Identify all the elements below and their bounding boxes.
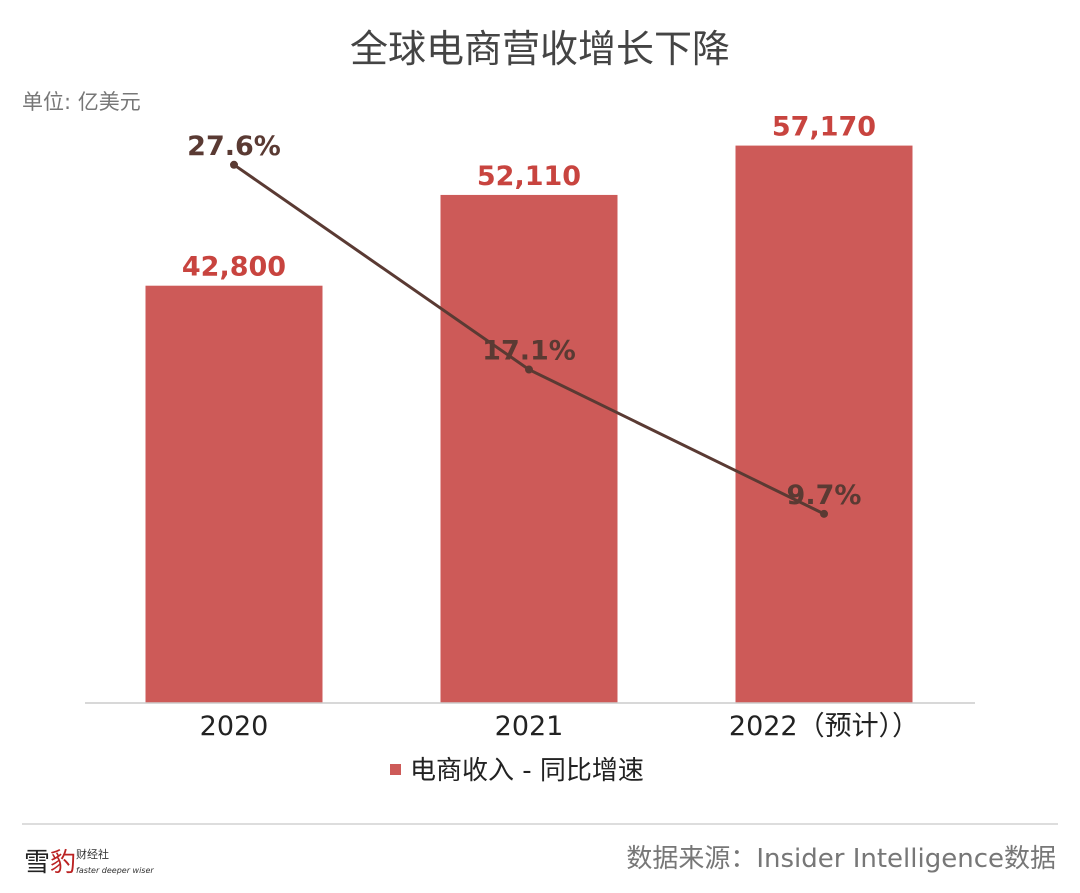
bar-2022（预计）） [735,145,913,703]
growth-point [230,160,238,169]
bar-2020 [145,285,323,703]
growth-point [525,365,533,374]
x-tick-label: 2021 [495,711,564,742]
x-tick-label: 2022（预计）） [729,711,919,742]
growth-point [820,509,828,518]
growth-label: 17.1% [482,336,576,367]
source-note: 数据来源：Insider Intelligence数据 [626,844,1056,874]
bar-label: 42,800 [182,252,286,283]
legend-label: 电商收入 - 同比增速 [410,756,644,786]
bar-2021 [440,194,618,704]
bar-label: 52,110 [477,161,581,192]
footer-divider [22,823,1058,825]
growth-label: 9.7% [787,480,862,511]
bar-label: 57,170 [772,112,876,143]
x-tick-label: 2020 [200,711,269,742]
growth-label: 27.6% [187,131,281,162]
legend-swatch [390,764,401,775]
chart: 42,800 52,110 57,170 2020 2021 2022（预计）） 27.6%… [85,112,975,786]
chart-title: 全球电商营收增长下降 [349,27,730,71]
unit-label: 单位: 亿美元 [22,90,141,114]
brand-logo: 雪豹 财经社 faster deeper wiser [24,848,154,878]
